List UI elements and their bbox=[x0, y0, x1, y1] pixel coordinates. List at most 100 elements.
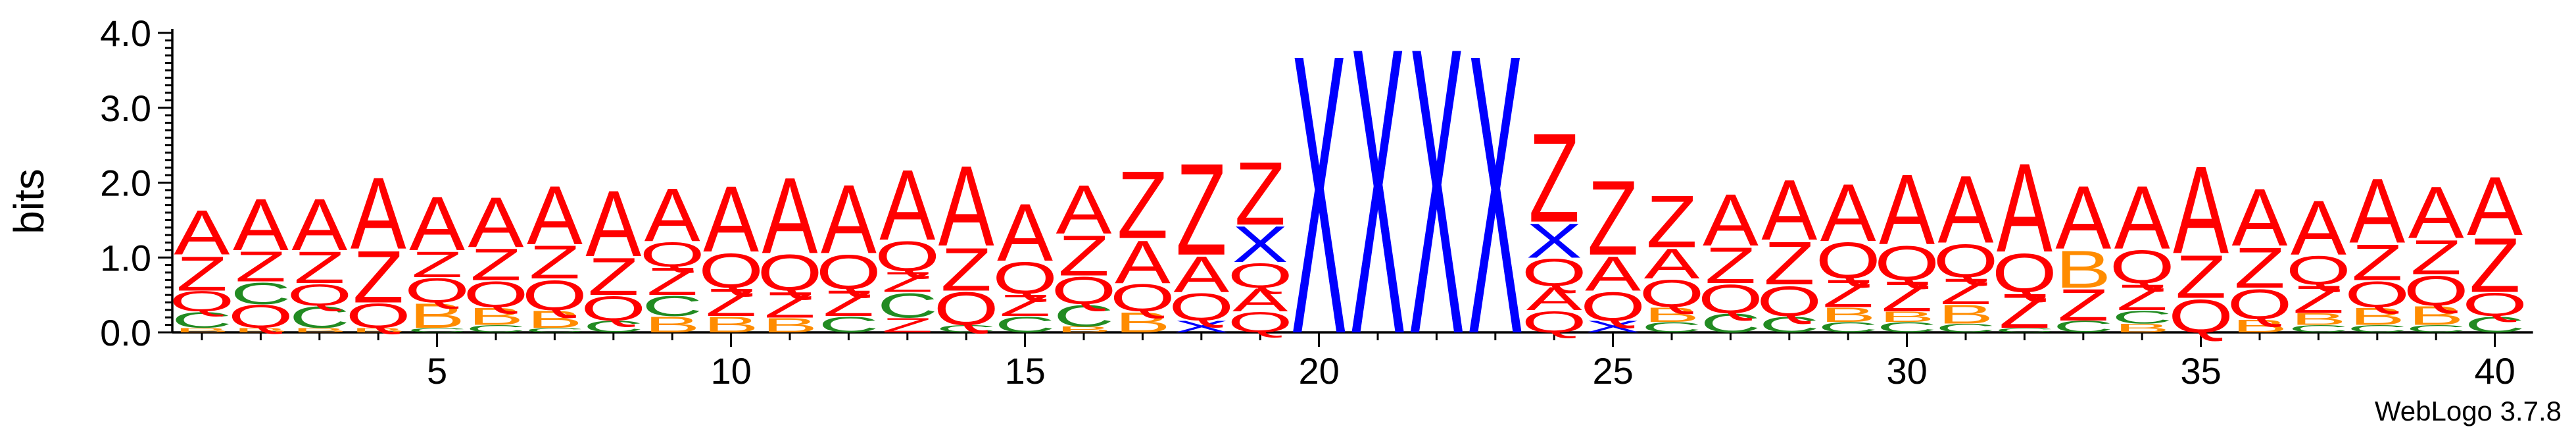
logo-letter-C: C bbox=[2347, 323, 2408, 334]
logo-letter-B: B bbox=[2232, 316, 2288, 336]
logo-letter-Q: Q bbox=[1580, 284, 1645, 330]
logo-letter-Z: Z bbox=[588, 247, 639, 307]
logo-letter-A: A bbox=[2291, 185, 2346, 272]
logo-letter-B: B bbox=[291, 327, 347, 334]
logo-letter-C: C bbox=[583, 318, 644, 336]
logo-letter-A: A bbox=[233, 184, 289, 266]
x-tick-label: 5 bbox=[427, 350, 447, 392]
logo-letter-C: C bbox=[1054, 299, 1114, 333]
logo-letter-A: A bbox=[1820, 167, 1876, 259]
logo-letter-A: A bbox=[351, 157, 406, 271]
logo-letter-X: X bbox=[1585, 318, 1641, 336]
weblogo-credit: WebLogo 3.7.8 bbox=[2374, 396, 2562, 426]
logo-letter-A: A bbox=[762, 156, 818, 277]
logo-letter-C: C bbox=[172, 307, 232, 332]
logo-letter-A: A bbox=[1938, 156, 1994, 263]
logo-letter-Z: Z bbox=[1940, 271, 1991, 312]
logo-letter-Q: Q bbox=[2345, 274, 2410, 315]
logo-letter-A: A bbox=[1644, 240, 1701, 288]
logo-letter-Q: Q bbox=[2286, 247, 2351, 294]
y-tick-label: 0.0 bbox=[100, 312, 151, 353]
logo-letter-Z: Z bbox=[412, 244, 463, 285]
logo-letter-C: C bbox=[1935, 321, 1996, 335]
logo-letter-C: C bbox=[877, 286, 938, 325]
logo-letter-Z: Z bbox=[235, 243, 287, 291]
logo-letter-Z: Z bbox=[823, 282, 875, 324]
logo-letter-Q: Q bbox=[992, 253, 1057, 303]
logo-letter-Z: Z bbox=[1588, 158, 1639, 277]
logo-letter-Z: Z bbox=[176, 247, 228, 301]
logo-letter-B: B bbox=[762, 314, 818, 337]
logo-letter-Z: Z bbox=[1764, 229, 1815, 297]
y-axis-label: bits bbox=[5, 168, 53, 234]
logo-letter-A: A bbox=[938, 143, 994, 271]
logo-letter-Q: Q bbox=[875, 232, 940, 280]
logo-letter-A: A bbox=[585, 170, 641, 276]
logo-letter-B: B bbox=[1644, 303, 1700, 326]
x-axis: 5 10 15 20 25 30 35 40 bbox=[172, 331, 2533, 392]
logo-letter-Q: Q bbox=[1874, 236, 1939, 291]
logo-letter-Z: Z bbox=[2293, 278, 2345, 321]
logo-letter-Z: Z bbox=[1705, 238, 1757, 294]
logo-letter-Q: Q bbox=[1522, 251, 1587, 295]
logo-letter-Q: Q bbox=[1757, 277, 1822, 325]
logo-letter-Z: Z bbox=[940, 235, 992, 303]
logo-letter-A: A bbox=[2055, 167, 2111, 267]
logo-letter-Z: Z bbox=[1234, 143, 1286, 244]
logo-letter-Z: Z bbox=[882, 267, 933, 298]
x-tick-label: 35 bbox=[2180, 350, 2221, 392]
logo-letter-B: B bbox=[2291, 310, 2346, 328]
logo-letter-Z: Z bbox=[1528, 107, 1580, 249]
logo-letter-B: B bbox=[703, 312, 759, 337]
logo-letter-A: A bbox=[2114, 167, 2170, 267]
y-tick-label: 1.0 bbox=[100, 237, 151, 278]
logo-letter-X: X bbox=[1526, 214, 1582, 269]
logo-letter-B: B bbox=[1056, 325, 1112, 334]
logo-letter-Z: Z bbox=[2410, 230, 2462, 285]
y-tick-label: 4.0 bbox=[100, 13, 151, 54]
x-tick-label: 10 bbox=[710, 350, 751, 392]
logo-letter-Q: Q bbox=[1992, 242, 2057, 303]
logo-letter-A: A bbox=[291, 184, 347, 266]
logo-letter-X: X bbox=[1467, 0, 1523, 417]
logo-letter-A: A bbox=[1585, 247, 1641, 301]
logo-letter-Q: Q bbox=[2110, 241, 2175, 294]
logo-letter-C: C bbox=[1994, 327, 2054, 334]
logo-letter-Q: Q bbox=[1228, 256, 1293, 295]
logo-letter-B: B bbox=[2408, 301, 2464, 331]
logo-letter-C: C bbox=[642, 290, 702, 322]
logo-letter-Q: Q bbox=[758, 245, 823, 301]
logo-letter-B: B bbox=[644, 312, 700, 337]
logo-letter-Q: Q bbox=[522, 271, 587, 319]
logo-letter-Z: Z bbox=[2058, 280, 2109, 330]
logo-letter-C: C bbox=[1818, 319, 1878, 335]
logo-letter-B: B bbox=[174, 327, 230, 334]
logo-letter-A: A bbox=[527, 168, 583, 262]
logo-letter-A: A bbox=[879, 149, 935, 261]
logo-letter-B: B bbox=[1879, 309, 1935, 325]
logo-letter-Q: Q bbox=[934, 282, 999, 335]
logo-letter-Q: Q bbox=[1228, 307, 1293, 338]
logo-letter-Q: Q bbox=[581, 289, 646, 328]
y-tick-label: 2.0 bbox=[100, 163, 151, 204]
logo-letter-Z: Z bbox=[706, 281, 757, 324]
logo-letter-A: A bbox=[409, 181, 466, 267]
x-tick-label: 25 bbox=[1592, 350, 1633, 392]
logo-letter-C: C bbox=[1877, 319, 1937, 335]
logo-letter-C: C bbox=[2112, 307, 2172, 327]
logo-letter-C: C bbox=[818, 312, 879, 337]
logo-letter-Z: Z bbox=[1176, 137, 1227, 283]
logo-letter-Q: Q bbox=[404, 271, 470, 310]
logo-letter-B: B bbox=[2055, 239, 2111, 299]
logo-letter-C: C bbox=[1641, 319, 1702, 335]
logo-letter-Q: Q bbox=[1639, 272, 1704, 315]
logo-letter-C: C bbox=[466, 323, 526, 334]
logo-letter-C: C bbox=[936, 323, 996, 334]
logo-letter-A: A bbox=[2232, 171, 2288, 263]
logo-letter-A: A bbox=[703, 166, 759, 272]
logo-letter-Q: Q bbox=[1698, 276, 1763, 323]
logo-letter-A: A bbox=[1997, 137, 2053, 279]
y-axis: 0.0 1.0 2.0 3.0 4.0 bbox=[100, 13, 174, 353]
logo-letter-Q: Q bbox=[2227, 280, 2292, 328]
logo-letter-C: C bbox=[289, 300, 350, 334]
